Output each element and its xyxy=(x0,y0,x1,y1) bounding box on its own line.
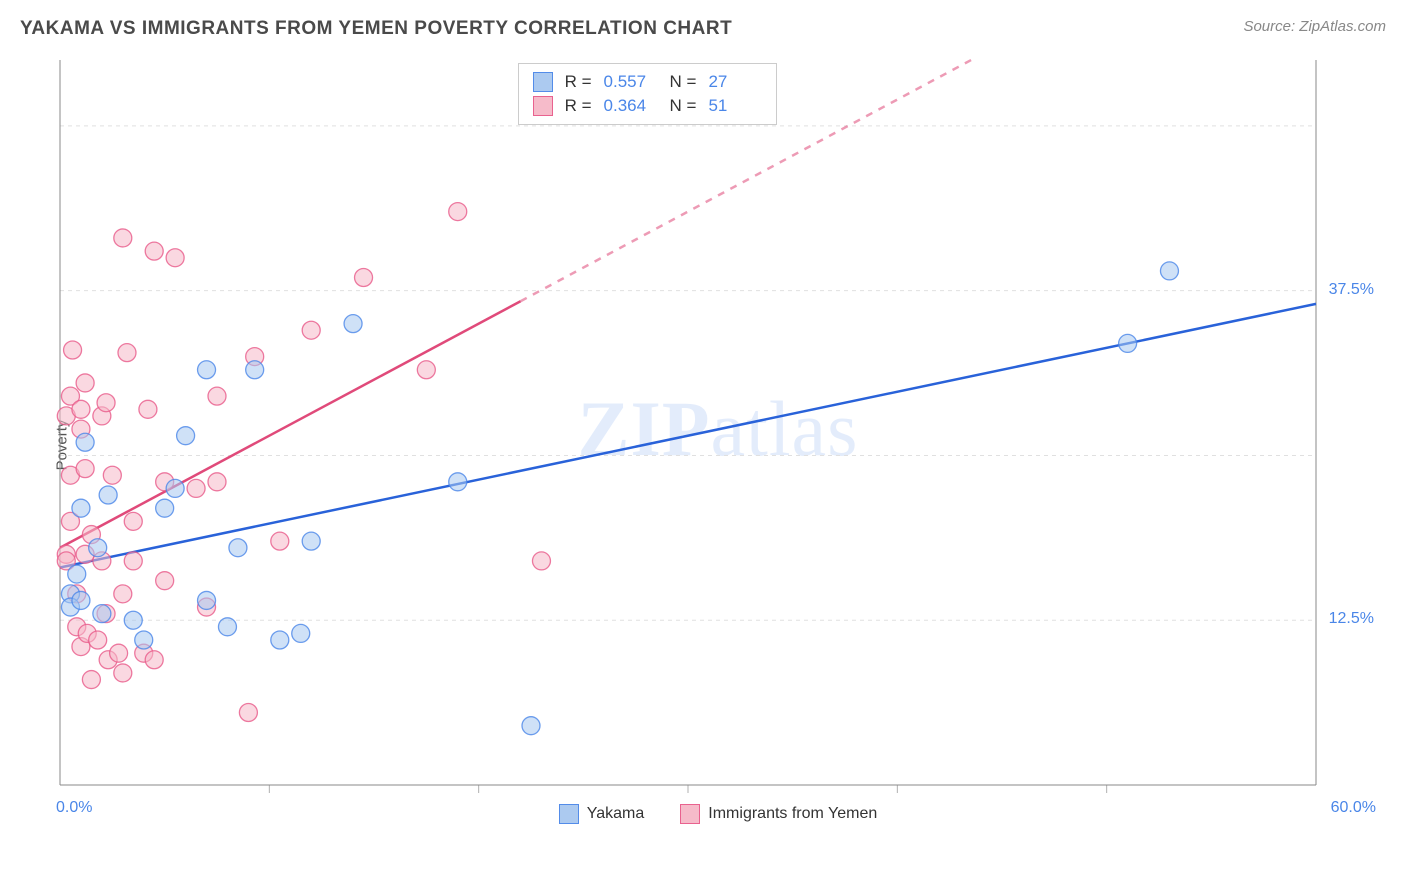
series-legend-label: Yakama xyxy=(587,805,645,823)
correlation-legend-row: R = 0.364 N = 51 xyxy=(533,94,763,118)
r-value: 0.557 xyxy=(604,72,658,92)
chart-source: Source: ZipAtlas.com xyxy=(1243,18,1386,35)
legend-swatch xyxy=(533,96,553,116)
r-label: R = xyxy=(565,72,592,92)
chart-title: YAKAMA VS IMMIGRANTS FROM YEMEN POVERTY … xyxy=(20,18,732,40)
n-value: 27 xyxy=(708,72,762,92)
legend-swatch xyxy=(559,804,579,824)
chart-svg xyxy=(50,55,1386,835)
axis-tick-label: 12.5% xyxy=(1329,610,1374,628)
correlation-legend: R = 0.557 N = 27 R = 0.364 N = 51 xyxy=(518,63,778,125)
axis-tick-label: 37.5% xyxy=(1329,281,1374,299)
n-label: N = xyxy=(670,96,697,116)
n-label: N = xyxy=(670,72,697,92)
r-value: 0.364 xyxy=(604,96,658,116)
legend-swatch xyxy=(533,72,553,92)
series-legend-item: Immigrants from Yemen xyxy=(680,804,877,824)
series-legend: Yakama Immigrants from Yemen xyxy=(50,804,1386,829)
plot-area: Poverty ZIPatlas 0.0%60.0%12.5%37.5%R =0… xyxy=(50,55,1386,835)
n-value: 51 xyxy=(708,96,762,116)
correlation-legend-row: R = 0.557 N = 27 xyxy=(533,70,763,94)
series-legend-label: Immigrants from Yemen xyxy=(708,805,877,823)
legend-swatch xyxy=(680,804,700,824)
r-label: R = xyxy=(565,96,592,116)
series-legend-item: Yakama xyxy=(559,804,645,824)
chart-header: YAKAMA VS IMMIGRANTS FROM YEMEN POVERTY … xyxy=(0,0,1406,52)
